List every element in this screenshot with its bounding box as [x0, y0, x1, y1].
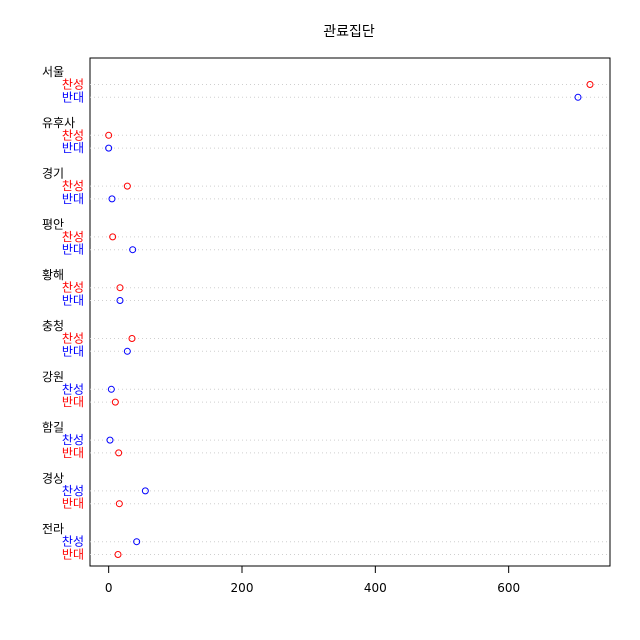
data-point [108, 195, 116, 203]
row-label: 찬성 [62, 77, 84, 92]
data-point [128, 335, 136, 342]
x-tick-label: 600 [497, 581, 520, 595]
data-points [105, 81, 594, 558]
data-point [133, 538, 141, 546]
group-label: 경상 [42, 471, 64, 485]
data-point [129, 246, 137, 254]
data-point [115, 500, 123, 508]
row-label: 반대 [62, 548, 84, 562]
data-point [574, 93, 582, 101]
data-point [116, 284, 124, 292]
row-label: 반대 [62, 192, 84, 206]
x-tick-label: 200 [231, 581, 254, 595]
data-point [123, 347, 131, 355]
row-label: 찬성 [62, 178, 84, 193]
group-label: 경기 [42, 167, 64, 181]
row-label: 찬성 [62, 127, 84, 142]
row-label: 반대 [62, 243, 84, 257]
row-label: 반대 [62, 294, 84, 308]
row-label: 반대 [62, 497, 84, 511]
group-label: 유후사 [42, 116, 75, 130]
row-label: 찬성 [62, 229, 84, 244]
row-label: 찬성 [62, 280, 84, 295]
chart-title: 관료집단 [323, 24, 375, 40]
x-tick-label: 0 [105, 581, 113, 595]
guide-lines [90, 84, 610, 555]
row-label: 찬성 [62, 331, 84, 346]
group-label: 황해 [42, 268, 64, 282]
data-point [141, 487, 149, 495]
data-point [116, 297, 124, 304]
row-label: 반대 [62, 141, 84, 155]
group-label: 강원 [42, 370, 64, 384]
data-point [123, 182, 131, 190]
data-point [114, 551, 122, 558]
data-point [107, 385, 115, 393]
x-axis: 0 200 400 600 [105, 565, 520, 595]
group-label: 충청 [42, 319, 64, 333]
data-point [586, 81, 594, 88]
data-point [105, 144, 113, 152]
data-point [105, 131, 113, 139]
data-point [115, 449, 123, 457]
row-label: 반대 [62, 446, 84, 460]
row-label: 반대 [62, 344, 84, 358]
group-label: 함길 [42, 421, 64, 435]
group-label: 평안 [42, 217, 64, 231]
row-label: 찬성 [62, 483, 84, 498]
plot-frame [89, 57, 611, 567]
row-label: 찬성 [62, 381, 84, 396]
row-label: 찬성 [62, 534, 84, 549]
group-label: 서울 [42, 65, 64, 79]
row-label: 찬성 [62, 432, 84, 447]
data-point [111, 398, 119, 406]
data-point [106, 436, 114, 444]
row-labels: 서울찬성반대유후사찬성반대경기찬성반대평안찬성반대황해찬성반대충청찬성반대강원찬… [42, 65, 84, 562]
group-label: 전라 [42, 522, 64, 536]
row-label: 반대 [62, 90, 84, 104]
row-label: 반대 [62, 395, 84, 409]
data-point [109, 233, 117, 241]
x-tick-label: 400 [364, 581, 387, 595]
